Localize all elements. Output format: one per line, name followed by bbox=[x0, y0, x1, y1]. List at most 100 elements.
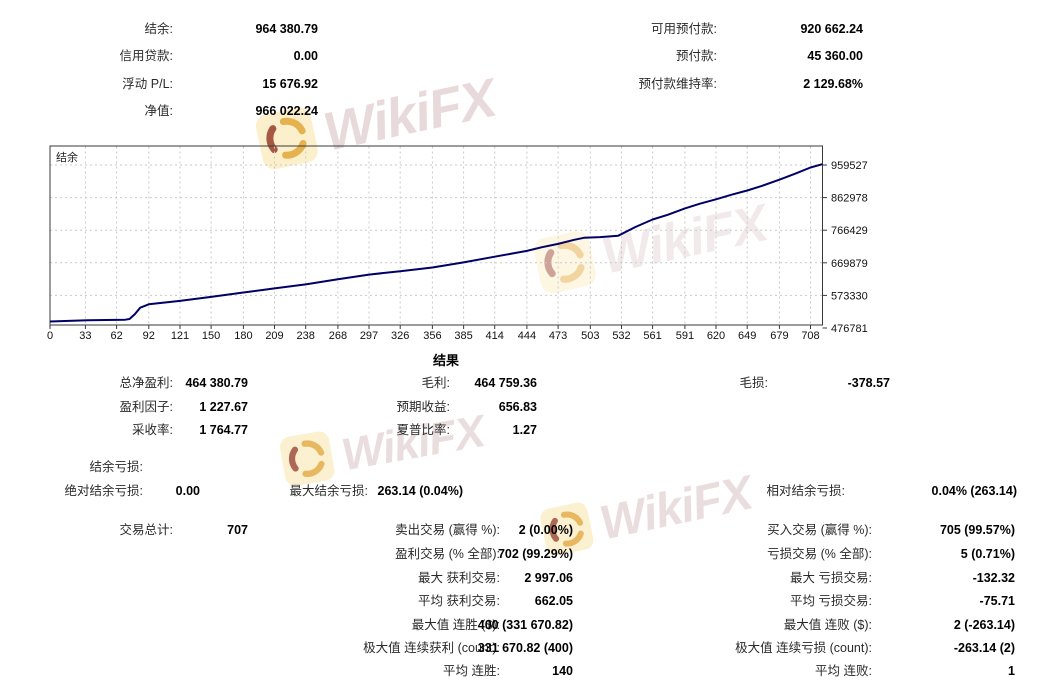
maximal-consecutive-profit-label: 极大值 连续获利 (count): bbox=[363, 641, 500, 655]
floating-pl-value: 15 676.92 bbox=[262, 77, 318, 91]
short-trades-label: 卖出交易 (赢得 %): bbox=[395, 523, 500, 537]
equity-value: 966 022.24 bbox=[255, 104, 318, 118]
long-trades-label: 买入交易 (赢得 %): bbox=[767, 523, 872, 537]
x-tick-label: 180 bbox=[234, 330, 252, 342]
average-loss-trade-label: 平均 亏损交易: bbox=[790, 594, 872, 608]
balance-drawdown-absolute-value: 0.00 bbox=[175, 484, 200, 498]
x-tick-label: 209 bbox=[265, 330, 283, 342]
results-row: 平均 获利交易: 662.05 平均 亏损交易: -75.71 bbox=[0, 593, 1059, 609]
balance-line-series bbox=[49, 163, 823, 323]
chart-series-label: 结余 bbox=[56, 150, 78, 164]
margin-value: 45 360.00 bbox=[807, 49, 863, 63]
summary-row: 浮动 P/L: 15 676.92 预付款维持率: 2 129.68% bbox=[0, 76, 1059, 92]
max-consecutive-wins-value: 400 (331 670.82) bbox=[477, 618, 573, 632]
average-consecutive-wins-label: 平均 连胜: bbox=[443, 664, 500, 678]
margin-level-label: 预付款维持率: bbox=[638, 77, 717, 91]
results-row: 盈利因子: 1 227.67 预期收益: 656.83 bbox=[0, 399, 1059, 415]
average-consecutive-wins-value: 140 bbox=[552, 664, 573, 678]
sharpe-ratio-value: 1.27 bbox=[512, 423, 537, 437]
results-row: 采收率: 1 764.77 夏普比率: 1.27 bbox=[0, 422, 1059, 438]
balance-drawdown-relative-value: 0.04% (263.14) bbox=[931, 484, 1017, 498]
x-tick-label: 356 bbox=[423, 330, 441, 342]
gross-profit-label: 毛利: bbox=[421, 376, 450, 390]
x-tick-label: 591 bbox=[676, 330, 694, 342]
x-tick-label: 444 bbox=[518, 330, 536, 342]
largest-loss-trade-value: -132.32 bbox=[972, 571, 1015, 585]
profit-factor-value: 1 227.67 bbox=[199, 400, 248, 414]
recovery-factor-value: 1 764.77 bbox=[199, 423, 248, 437]
credit-label: 信用贷款: bbox=[119, 49, 173, 63]
maximal-consecutive-profit-value: 331 670.82 (400) bbox=[477, 641, 573, 655]
average-consecutive-losses-label: 平均 连败: bbox=[815, 664, 872, 678]
max-consecutive-wins-label: 最大值 连胜 ($): bbox=[411, 618, 500, 632]
results-row: 结余亏损: bbox=[0, 459, 1059, 475]
y-tick-label: 476781 bbox=[831, 323, 868, 335]
largest-profit-trade-value: 2 997.06 bbox=[524, 571, 573, 585]
chart-plot-border bbox=[49, 145, 823, 326]
x-tick-label: 649 bbox=[738, 330, 756, 342]
maximal-consecutive-loss-value: -263.14 (2) bbox=[953, 641, 1015, 655]
largest-loss-trade-label: 最大 亏损交易: bbox=[790, 571, 872, 585]
short-trades-value: 2 (0.00%) bbox=[518, 523, 573, 537]
y-tick-label: 862978 bbox=[831, 193, 868, 205]
x-tick-label: 62 bbox=[110, 330, 122, 342]
credit-value: 0.00 bbox=[293, 49, 318, 63]
y-tick-label: 669879 bbox=[831, 258, 868, 270]
balance-drawdown-label: 结余亏损: bbox=[89, 460, 143, 474]
gross-profit-value: 464 759.36 bbox=[474, 376, 537, 390]
x-tick-label: 503 bbox=[581, 330, 599, 342]
results-row: 总净盈利: 464 380.79 毛利: 464 759.36 毛损: -378… bbox=[0, 375, 1059, 391]
loss-trades-value: 5 (0.71%) bbox=[960, 547, 1015, 561]
floating-pl-label: 浮动 P/L: bbox=[122, 77, 173, 91]
margin-label: 预付款: bbox=[676, 49, 717, 63]
balance-value: 964 380.79 bbox=[255, 22, 318, 36]
summary-row: 结余: 964 380.79 可用预付款: 920 662.24 bbox=[0, 21, 1059, 37]
y-tick-label: 959527 bbox=[831, 160, 868, 172]
x-tick-label: 326 bbox=[391, 330, 409, 342]
total-trades-label: 交易总计: bbox=[119, 523, 173, 537]
max-consecutive-losses-value: 2 (-263.14) bbox=[953, 618, 1015, 632]
profit-trades-label: 盈利交易 (% 全部): bbox=[395, 547, 500, 561]
results-row: 绝对结余亏损: 0.00 最大结余亏损: 263.14 (0.04%) 相对结余… bbox=[0, 483, 1059, 499]
total-trades-value: 707 bbox=[227, 523, 248, 537]
x-tick-label: 620 bbox=[707, 330, 725, 342]
balance-drawdown-absolute-label: 绝对结余亏损: bbox=[64, 484, 143, 498]
x-tick-label: 238 bbox=[297, 330, 315, 342]
y-tick-label: 766429 bbox=[831, 225, 868, 237]
x-tick-label: 297 bbox=[360, 330, 378, 342]
gross-loss-value: -378.57 bbox=[847, 376, 890, 390]
average-consecutive-losses-value: 1 bbox=[1008, 664, 1015, 678]
results-header: 结果 bbox=[432, 353, 459, 368]
expected-payoff-value: 656.83 bbox=[498, 400, 537, 414]
summary-row: 信用贷款: 0.00 预付款: 45 360.00 bbox=[0, 48, 1059, 64]
profit-trades-value: 702 (99.29%) bbox=[497, 547, 573, 561]
y-tick-label: 573330 bbox=[831, 290, 868, 302]
x-tick-label: 33 bbox=[79, 330, 91, 342]
x-tick-label: 0 bbox=[47, 330, 53, 342]
results-row: 极大值 连续获利 (count): 331 670.82 (400) 极大值 连… bbox=[0, 640, 1059, 656]
results-row: 最大 获利交易: 2 997.06 最大 亏损交易: -132.32 bbox=[0, 570, 1059, 586]
average-profit-trade-label: 平均 获利交易: bbox=[418, 594, 500, 608]
x-tick-label: 708 bbox=[801, 330, 819, 342]
largest-profit-trade-label: 最大 获利交易: bbox=[418, 571, 500, 585]
x-tick-label: 92 bbox=[143, 330, 155, 342]
balance-drawdown-relative-label: 相对结余亏损: bbox=[766, 484, 845, 498]
balance-drawdown-maximal-label: 最大结余亏损: bbox=[289, 484, 368, 498]
maximal-consecutive-loss-label: 极大值 连续亏损 (count): bbox=[735, 641, 872, 655]
results-row: 交易总计: 707 卖出交易 (赢得 %): 2 (0.00%) 买入交易 (赢… bbox=[0, 522, 1059, 538]
x-tick-label: 385 bbox=[454, 330, 472, 342]
balance-drawdown-maximal-value: 263.14 (0.04%) bbox=[377, 484, 463, 498]
average-loss-trade-value: -75.71 bbox=[979, 594, 1015, 608]
gross-loss-label: 毛损: bbox=[739, 376, 768, 390]
x-tick-label: 414 bbox=[486, 330, 504, 342]
x-tick-label: 150 bbox=[202, 330, 220, 342]
results-row: 平均 连胜: 140 平均 连败: 1 bbox=[0, 663, 1059, 679]
balance-chart: 0 33 62 92 121 150 180 209 238 268 297 326 356 385 414… bbox=[45, 142, 875, 348]
total-net-profit-value: 464 380.79 bbox=[185, 376, 248, 390]
x-tick-label: 268 bbox=[329, 330, 347, 342]
chart-axis-ticks bbox=[49, 164, 827, 329]
long-trades-value: 705 (99.57%) bbox=[939, 523, 1015, 537]
x-tick-label: 561 bbox=[643, 330, 661, 342]
free-margin-label: 可用预付款: bbox=[651, 22, 717, 36]
